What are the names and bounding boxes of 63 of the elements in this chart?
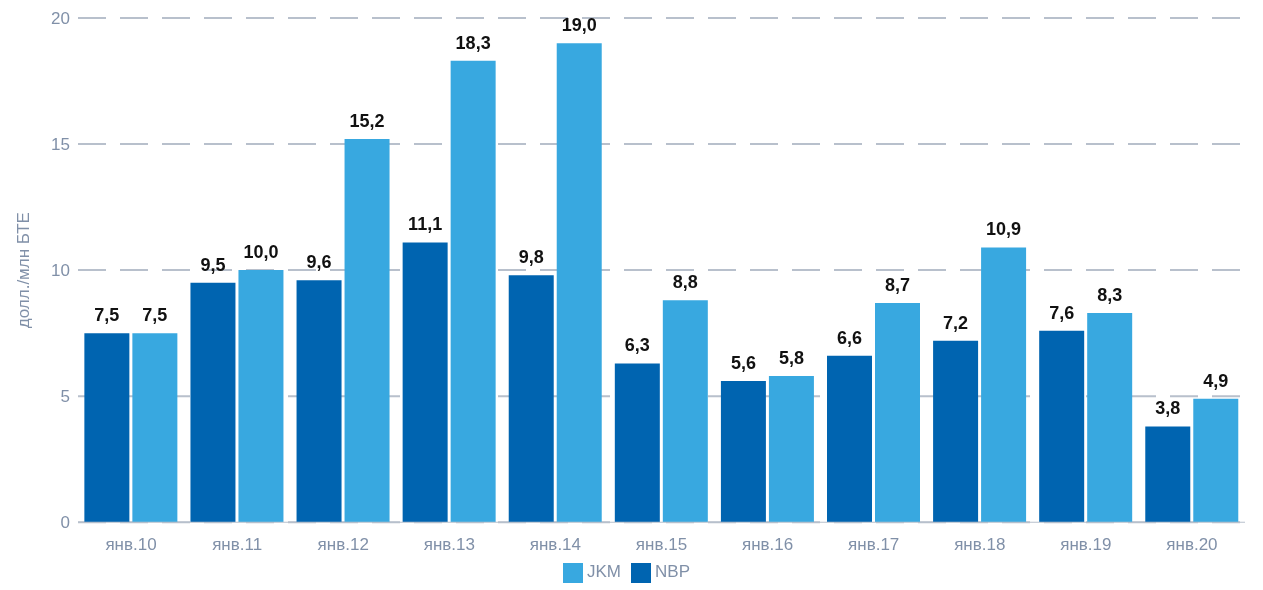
data-label: 8,8 [672, 272, 698, 293]
x-tick-label: янв.20 [1166, 535, 1218, 555]
bar [1039, 330, 1085, 523]
bar [190, 282, 236, 523]
data-label: 11,1 [408, 214, 443, 235]
x-tick-label: янв.15 [635, 535, 688, 555]
bar [556, 43, 602, 523]
data-label: 5,8 [778, 348, 804, 369]
y-axis-title: долл./млн БТЕ [14, 212, 34, 329]
data-label: 7,6 [1049, 302, 1075, 323]
y-tick-label: 10 [51, 261, 70, 281]
bar [720, 381, 766, 523]
bar [827, 355, 872, 523]
x-tick-label: янв.14 [529, 535, 582, 555]
legend-label: JKM [587, 562, 622, 582]
bar [84, 333, 130, 523]
data-label: 10,0 [243, 242, 279, 263]
y-tick-label: 5 [60, 387, 70, 407]
x-tick-label: янв.18 [954, 535, 1006, 555]
y-tick-label: 0 [60, 513, 70, 533]
bar [344, 139, 390, 523]
bar [768, 376, 814, 523]
x-tick-label: янв.17 [848, 535, 900, 555]
x-tick-label: янв.10 [105, 535, 157, 555]
data-label: 9,6 [306, 252, 332, 273]
data-label: 7,5 [94, 305, 120, 326]
bar [614, 363, 660, 523]
data-label: 5,6 [730, 353, 756, 374]
data-label: 7,5 [142, 305, 168, 326]
bar [402, 242, 448, 523]
data-label: 18,3 [455, 32, 491, 53]
data-label: 6,3 [624, 335, 650, 356]
data-label: 15,2 [349, 111, 385, 132]
bar [1087, 312, 1133, 523]
x-tick-label: янв.16 [741, 535, 794, 555]
x-tick-label: янв.11 [212, 535, 263, 555]
data-label: 4,9 [1203, 370, 1229, 391]
bar [875, 302, 920, 523]
x-tick-label: янв.19 [1060, 535, 1112, 555]
bar [933, 340, 979, 523]
bar [450, 60, 496, 523]
bar [508, 275, 554, 523]
bar [981, 247, 1027, 523]
x-tick-label: янв.13 [423, 535, 475, 555]
bar [1193, 398, 1239, 523]
bar [296, 280, 342, 523]
bar [1145, 426, 1191, 523]
bar [132, 333, 178, 523]
data-label: 8,7 [884, 274, 911, 295]
data-label: 7,2 [943, 312, 969, 333]
x-tick-label: янв.12 [317, 535, 369, 555]
data-label: 10,9 [986, 219, 1022, 240]
legend-label: NBP [655, 562, 690, 582]
data-label: 3,8 [1155, 398, 1181, 419]
data-label: 19,0 [561, 15, 597, 36]
data-label: 9,8 [518, 247, 544, 268]
y-tick-label: 15 [51, 135, 70, 155]
y-tick-label: 20 [51, 9, 70, 29]
data-label: 9,5 [200, 254, 226, 275]
bar [662, 300, 708, 523]
data-label: 8,3 [1097, 284, 1123, 305]
bar [238, 270, 284, 523]
data-label: 6,6 [836, 327, 863, 348]
